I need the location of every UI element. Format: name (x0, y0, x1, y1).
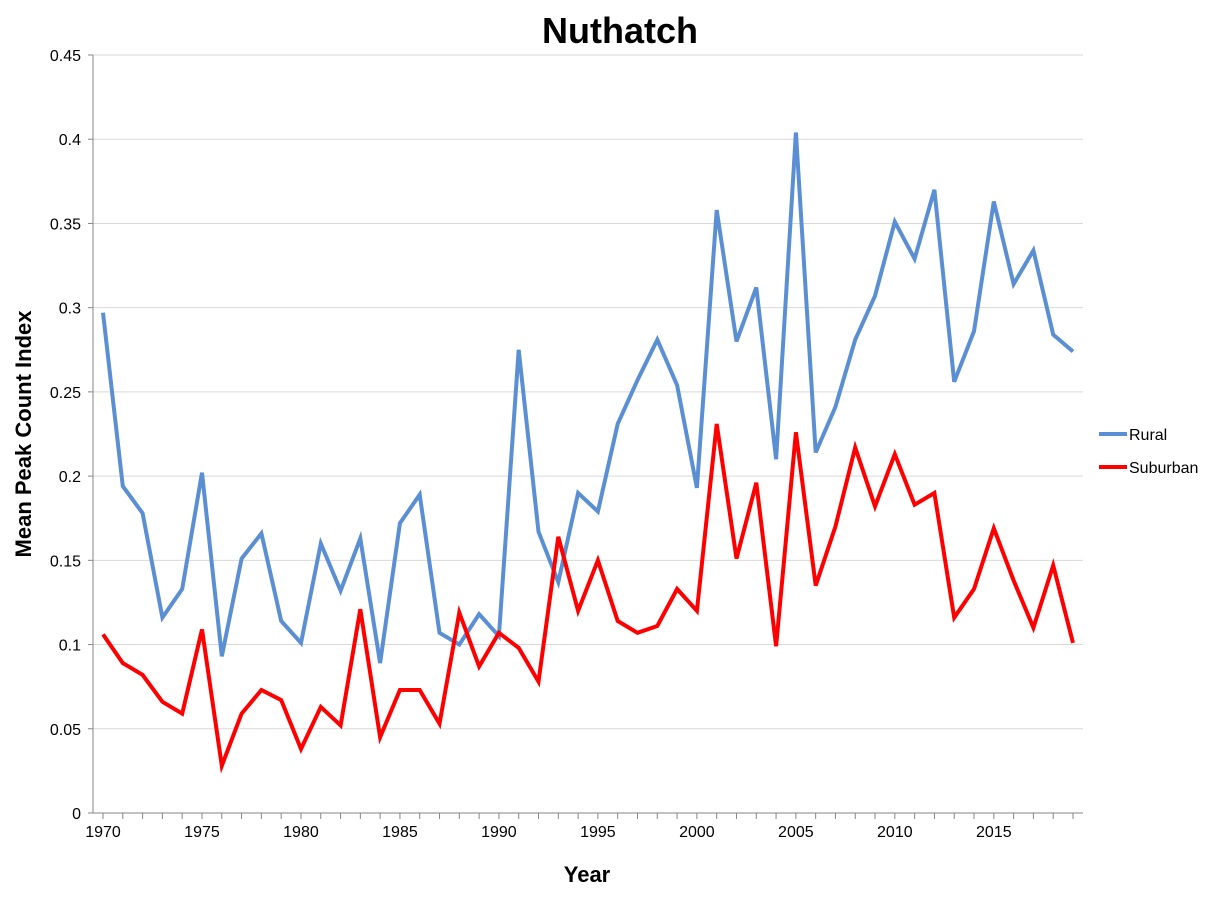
y-tick-label: 0.1 (59, 638, 81, 655)
y-tick-label: 0.4 (59, 132, 81, 149)
series-line-rural (101, 132, 1075, 664)
x-tick-label: 1990 (481, 824, 517, 841)
y-tick-label: 0.35 (50, 216, 81, 233)
x-tick-label: 2010 (877, 824, 913, 841)
legend-label-suburban: Suburban (1129, 460, 1198, 477)
chart-title: Nuthatch (542, 10, 698, 51)
y-tick-label: 0 (72, 806, 81, 823)
x-tick-label: 1970 (85, 824, 121, 841)
x-axis-label: Year (564, 862, 611, 887)
y-tick-label: 0.2 (59, 469, 81, 486)
x-tick-label: 1980 (283, 824, 319, 841)
y-axis-label: Mean Peak Count Index (11, 310, 36, 558)
x-tick-label: 2015 (976, 824, 1012, 841)
tick-labels: 0 0.05 0.1 0.15 0.2 0.25 0.3 0.35 0.4 0.45 1970 197… (50, 48, 1012, 841)
y-tick-label: 0.15 (50, 553, 81, 570)
legend-label-rural: Rural (1129, 427, 1167, 444)
x-tick-label: 2000 (679, 824, 715, 841)
gridlines (93, 54, 1083, 730)
series-lines (101, 132, 1075, 774)
x-tick-label: 1975 (184, 824, 220, 841)
x-tick-label: 1985 (382, 824, 418, 841)
y-tick-label: 0.25 (50, 385, 81, 402)
legend: Rural Suburban (1099, 427, 1198, 477)
y-tick-label: 0.3 (59, 301, 81, 318)
axes (88, 54, 1083, 819)
y-tick-label: 0.45 (50, 48, 81, 65)
x-tick-label: 1995 (580, 824, 616, 841)
x-tick-label: 2005 (778, 824, 814, 841)
series-line-suburban (101, 423, 1075, 774)
y-tick-label: 0.05 (50, 722, 81, 739)
